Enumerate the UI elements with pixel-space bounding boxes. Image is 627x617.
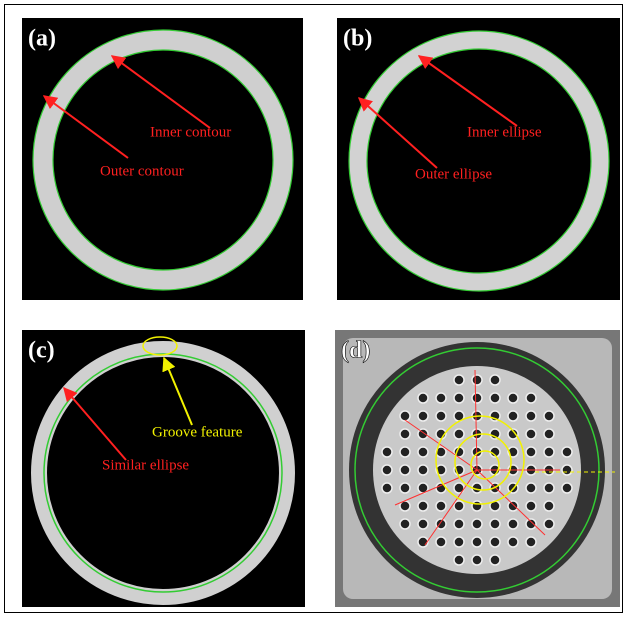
pin-hole [490,537,500,547]
panel-c: (c) Groove feature Similar ellipse [22,330,305,607]
pin-hole [472,555,482,565]
pin-hole [526,537,536,547]
pin-hole [508,501,518,511]
pin-hole [454,555,464,565]
pin-hole [400,447,410,457]
annotation: Groove feature [152,424,243,440]
pin-hole [436,483,446,493]
pin-hole [436,411,446,421]
panel-label: (d) [341,338,370,364]
pin-hole [526,519,536,529]
pin-hole [472,375,482,385]
annotation: Outer contour [100,163,184,179]
pin-hole [562,447,572,457]
pin-hole [508,411,518,421]
pin-hole [436,501,446,511]
annotation: Outer ellipse [415,166,492,182]
pin-hole [562,483,572,493]
pin-hole [400,519,410,529]
pin-hole [400,483,410,493]
panel-d: (d) [335,330,620,607]
pin-hole [400,429,410,439]
pin-hole [490,393,500,403]
pin-hole [526,483,536,493]
pin-hole [508,519,518,529]
pin-hole [472,537,482,547]
pin-hole [490,519,500,529]
pin-hole [454,375,464,385]
pin-hole [382,447,392,457]
pin-hole [490,555,500,565]
pin-hole [418,501,428,511]
pin-hole [544,411,554,421]
annotation: Similar ellipse [102,457,189,473]
pin-hole [418,447,428,457]
pin-hole [418,393,428,403]
pin-hole [490,375,500,385]
pin-hole [400,465,410,475]
pin-hole [454,393,464,403]
pin-hole [436,393,446,403]
figure: (a) Inner contour Outer contour (b) Inne… [0,0,627,617]
panel-label: (a) [28,26,56,52]
pin-hole [526,411,536,421]
panel-a: (a) Inner contour Outer contour [22,18,303,300]
pin-hole [544,447,554,457]
pin-hole [454,429,464,439]
pin-hole [544,519,554,529]
pin-hole [382,483,392,493]
annotation: Inner contour [150,124,231,140]
pin-hole [382,465,392,475]
pin-hole [472,519,482,529]
pin-hole [472,393,482,403]
pin-hole [472,501,482,511]
pin-hole [418,465,428,475]
panel-b: (b) Inner ellipse Outer ellipse [337,18,620,300]
pin-hole [508,537,518,547]
pin-hole [436,537,446,547]
pin-hole [526,393,536,403]
pin-hole [526,429,536,439]
annotation: Inner ellipse [467,124,542,140]
pin-hole [418,411,428,421]
pin-hole [508,393,518,403]
pin-hole [562,465,572,475]
pin-hole [526,501,536,511]
pin-hole [454,537,464,547]
pin-hole [526,447,536,457]
pin-hole [454,501,464,511]
pin-hole [418,519,428,529]
pin-hole [400,411,410,421]
pin-hole [544,429,554,439]
pin-hole [544,501,554,511]
panel-label: (c) [28,338,55,364]
pin-hole [454,519,464,529]
panel-label: (b) [343,26,372,52]
pin-hole [544,483,554,493]
